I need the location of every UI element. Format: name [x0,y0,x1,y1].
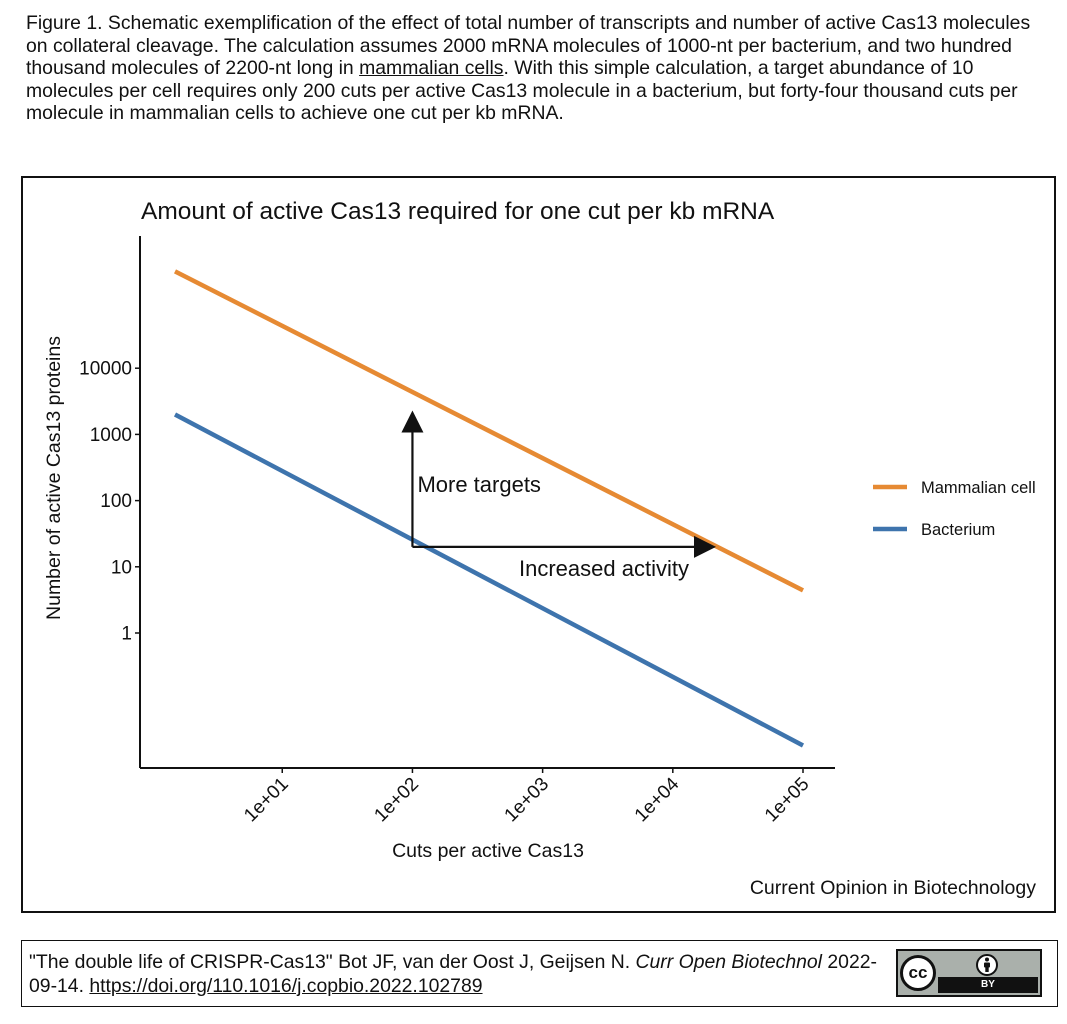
citation-text: "The double life of CRISPR-Cas13" Bot JF… [29,950,889,998]
y-axis-label: Number of active Cas13 proteins [43,336,65,620]
y-tick-label: 1 [121,624,132,645]
cc-by-license-badge[interactable]: cc BY [896,949,1042,997]
y-tick-label: 1000 [90,425,132,446]
citation-authors: "The double life of CRISPR-Cas13" Bot JF… [29,951,636,973]
x-tick-label: 1e+05 [761,774,814,827]
x-tick-label: 1e+02 [370,774,423,827]
cc-icon: cc [900,955,936,991]
annotation-more-targets: More targets [417,472,540,497]
x-tick-label: 1e+03 [501,774,554,827]
annotation-increased-activity: Increased activity [519,556,689,581]
annotation-arrow-head [401,410,424,433]
x-tick-label: 1e+04 [631,773,684,826]
figure-frame: Amount of active Cas13 required for one … [21,176,1056,913]
by-label: BY [938,977,1038,993]
series-layer [173,269,805,748]
figure-caption: Figure 1. Schematic exemplification of t… [26,12,1046,125]
chart-title: Amount of active Cas13 required for one … [141,198,775,225]
y-tick-label: 10 [111,557,132,578]
x-axis-label: Cuts per active Cas13 [392,840,584,862]
annotation-layer: More targets Increased activity [401,410,717,581]
doi-link[interactable]: https://doi.org/110.1016/j.copbio.2022.1… [89,975,483,997]
x-tick-label: 1e+01 [240,774,293,827]
citation-box: "The double life of CRISPR-Cas13" Bot JF… [21,940,1058,1007]
citation-journal: Curr Open Biotechnol [635,951,822,973]
series-line-mammalian-cell [173,269,805,593]
series-line-bacterium [173,412,805,748]
caption-text-start: Figure 1. Schematic exemplification of t… [26,12,1031,79]
attribution-person-icon [976,954,998,976]
legend-label: Mammalian cell [921,479,1036,497]
caption-text-end: . With this simple calculation, a target… [26,57,1018,124]
y-tick-label: 100 [100,491,132,512]
y-tick-label: 10000 [79,359,132,380]
source-label: Current Opinion in Biotechnology [750,877,1036,899]
legend: Mammalian cell Bacterium [873,479,1036,539]
mammalian-cells-link[interactable]: mammalian cells [359,57,504,79]
citation-date: 2022-09-14. [29,951,877,997]
annotation-arrow-head [694,535,717,558]
chart: Amount of active Cas13 required for one … [43,198,1036,899]
axes: 1 10 100 1000 10000 1e+01 1e+02 1e+03 1e+04 1e+05 [79,236,835,826]
legend-label: Bacterium [921,521,995,539]
